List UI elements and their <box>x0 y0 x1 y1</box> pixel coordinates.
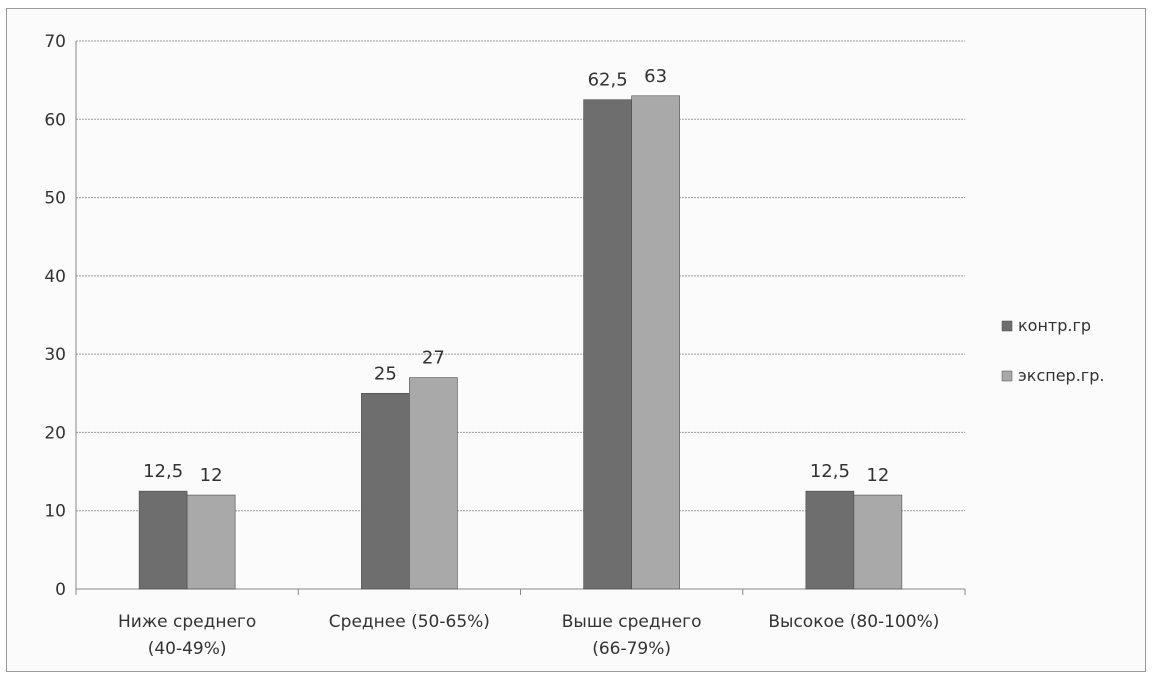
y-tick-label: 50 <box>44 189 66 209</box>
data-label: 62,5 <box>588 70 628 91</box>
bar <box>361 392 410 590</box>
y-tick-label: 60 <box>44 110 66 130</box>
data-label: 12 <box>200 465 223 486</box>
legend-label: контр.гр <box>1018 316 1091 335</box>
bar <box>805 490 855 590</box>
data-label: 12,5 <box>810 461 850 482</box>
x-tick-label: Ниже среднего <box>118 612 256 632</box>
y-tick-label: 0 <box>55 580 66 600</box>
y-tick-label: 30 <box>44 345 66 365</box>
bar-chart: 0 10 20 30 40 50 60 70 12,5 12 Ниже среднего (40-49… <box>44 32 1104 659</box>
x-tick-label: (40-49%) <box>148 639 227 659</box>
chart-frame: 0 10 20 30 40 50 60 70 12,5 12 Ниже среднего (40-49… <box>6 8 1146 672</box>
bar <box>583 99 632 590</box>
data-label: 27 <box>422 348 445 369</box>
legend-swatch <box>1001 320 1013 332</box>
x-tick-label: (66-79%) <box>592 639 671 659</box>
data-label: 12 <box>866 465 889 486</box>
y-tick-label: 20 <box>44 423 66 443</box>
data-label: 12,5 <box>143 461 183 482</box>
bar <box>409 377 458 590</box>
bar <box>186 494 236 590</box>
legend-swatch <box>1001 370 1013 382</box>
x-tick-label: Высокое (80-100%) <box>768 612 939 632</box>
bar <box>138 490 188 590</box>
legend-label: экспер.гр. <box>1018 366 1104 385</box>
bar <box>853 494 903 590</box>
y-tick-label: 70 <box>44 32 66 52</box>
data-label: 25 <box>374 363 397 384</box>
bar <box>631 95 680 590</box>
data-label: 63 <box>644 66 667 87</box>
y-tick-label: 40 <box>44 267 66 287</box>
x-tick-label: Выше среднего <box>562 612 702 632</box>
x-tick-label: Среднее (50-65%) <box>329 612 490 632</box>
y-tick-label: 10 <box>44 502 66 522</box>
